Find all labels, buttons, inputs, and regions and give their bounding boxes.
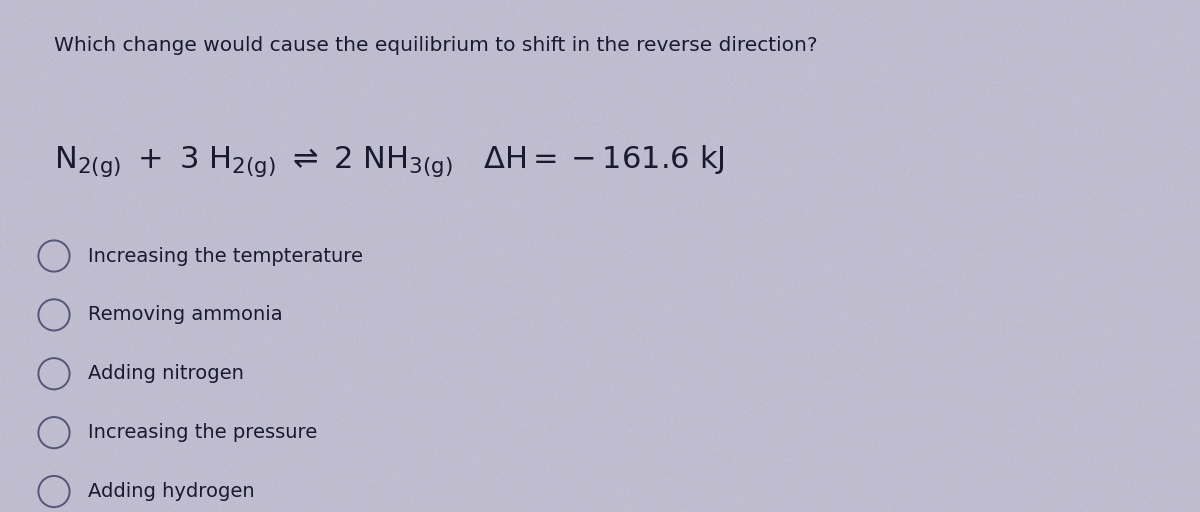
Text: $\mathregular{N_{2(g)}}$$\mathregular{\ +\ 3\ H_{2(g)}\ \rightleftharpoons\ 2\ N: $\mathregular{N_{2(g)}}$$\mathregular{\ … [54, 143, 725, 179]
Text: Adding nitrogen: Adding nitrogen [88, 364, 244, 383]
Text: Which change would cause the equilibrium to shift in the reverse direction?: Which change would cause the equilibrium… [54, 36, 817, 55]
Text: Increasing the tempterature: Increasing the tempterature [88, 246, 362, 266]
Text: Adding hydrogen: Adding hydrogen [88, 482, 254, 501]
Text: Removing ammonia: Removing ammonia [88, 305, 282, 325]
Text: Increasing the pressure: Increasing the pressure [88, 423, 317, 442]
